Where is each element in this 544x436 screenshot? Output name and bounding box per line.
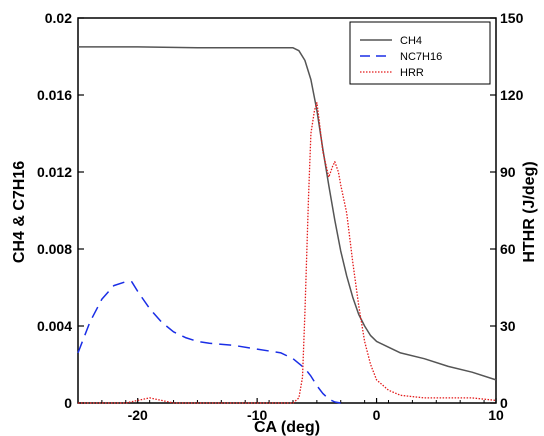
y-axis-right-title: HTHR (J/deg) — [521, 161, 538, 262]
series-line-hrr — [78, 102, 497, 404]
x-tick-label: 0 — [373, 407, 381, 423]
y-left-tick-label: 0.02 — [45, 10, 72, 26]
y-right-tick-label: 30 — [500, 318, 516, 334]
y-right-tick-label: 0 — [500, 395, 508, 411]
y-right-tick-label: 150 — [500, 10, 524, 26]
y-right-tick-label: 90 — [500, 164, 516, 180]
y-right-tick-label: 120 — [500, 87, 524, 103]
y-left-tick-label: 0.008 — [37, 241, 72, 257]
y-left-tick-label: 0.016 — [37, 87, 72, 103]
legend-label-hrr: HRR — [400, 67, 424, 79]
y-right-tick-label: 60 — [500, 241, 516, 257]
y-left-tick-label: 0.012 — [37, 164, 72, 180]
series-line-nc7h16 — [77, 280, 341, 404]
series-layer — [77, 46, 497, 404]
legend-label-ch4: CH4 — [400, 35, 422, 47]
legend-box — [349, 21, 491, 85]
series-line-ch4 — [78, 46, 497, 381]
y-axis-left-title: CH4 & C7H16 — [11, 161, 28, 263]
x-tick-label: -10 — [247, 407, 267, 423]
y-left-tick-label: 0 — [64, 395, 72, 411]
ticks: -20 -10 0 1000.0040.0080.0120.0160.02030609… — [37, 10, 524, 423]
x-axis-title: CA (deg) — [254, 419, 320, 436]
legend-label-nc7h16: NC7H16 — [400, 51, 442, 63]
legend: CH4 NC7H16 HRR — [349, 21, 491, 85]
y-left-tick-label: 0.004 — [37, 318, 72, 334]
x-tick-label: -20 — [128, 407, 148, 423]
x-tick-label: 10 — [488, 407, 504, 423]
